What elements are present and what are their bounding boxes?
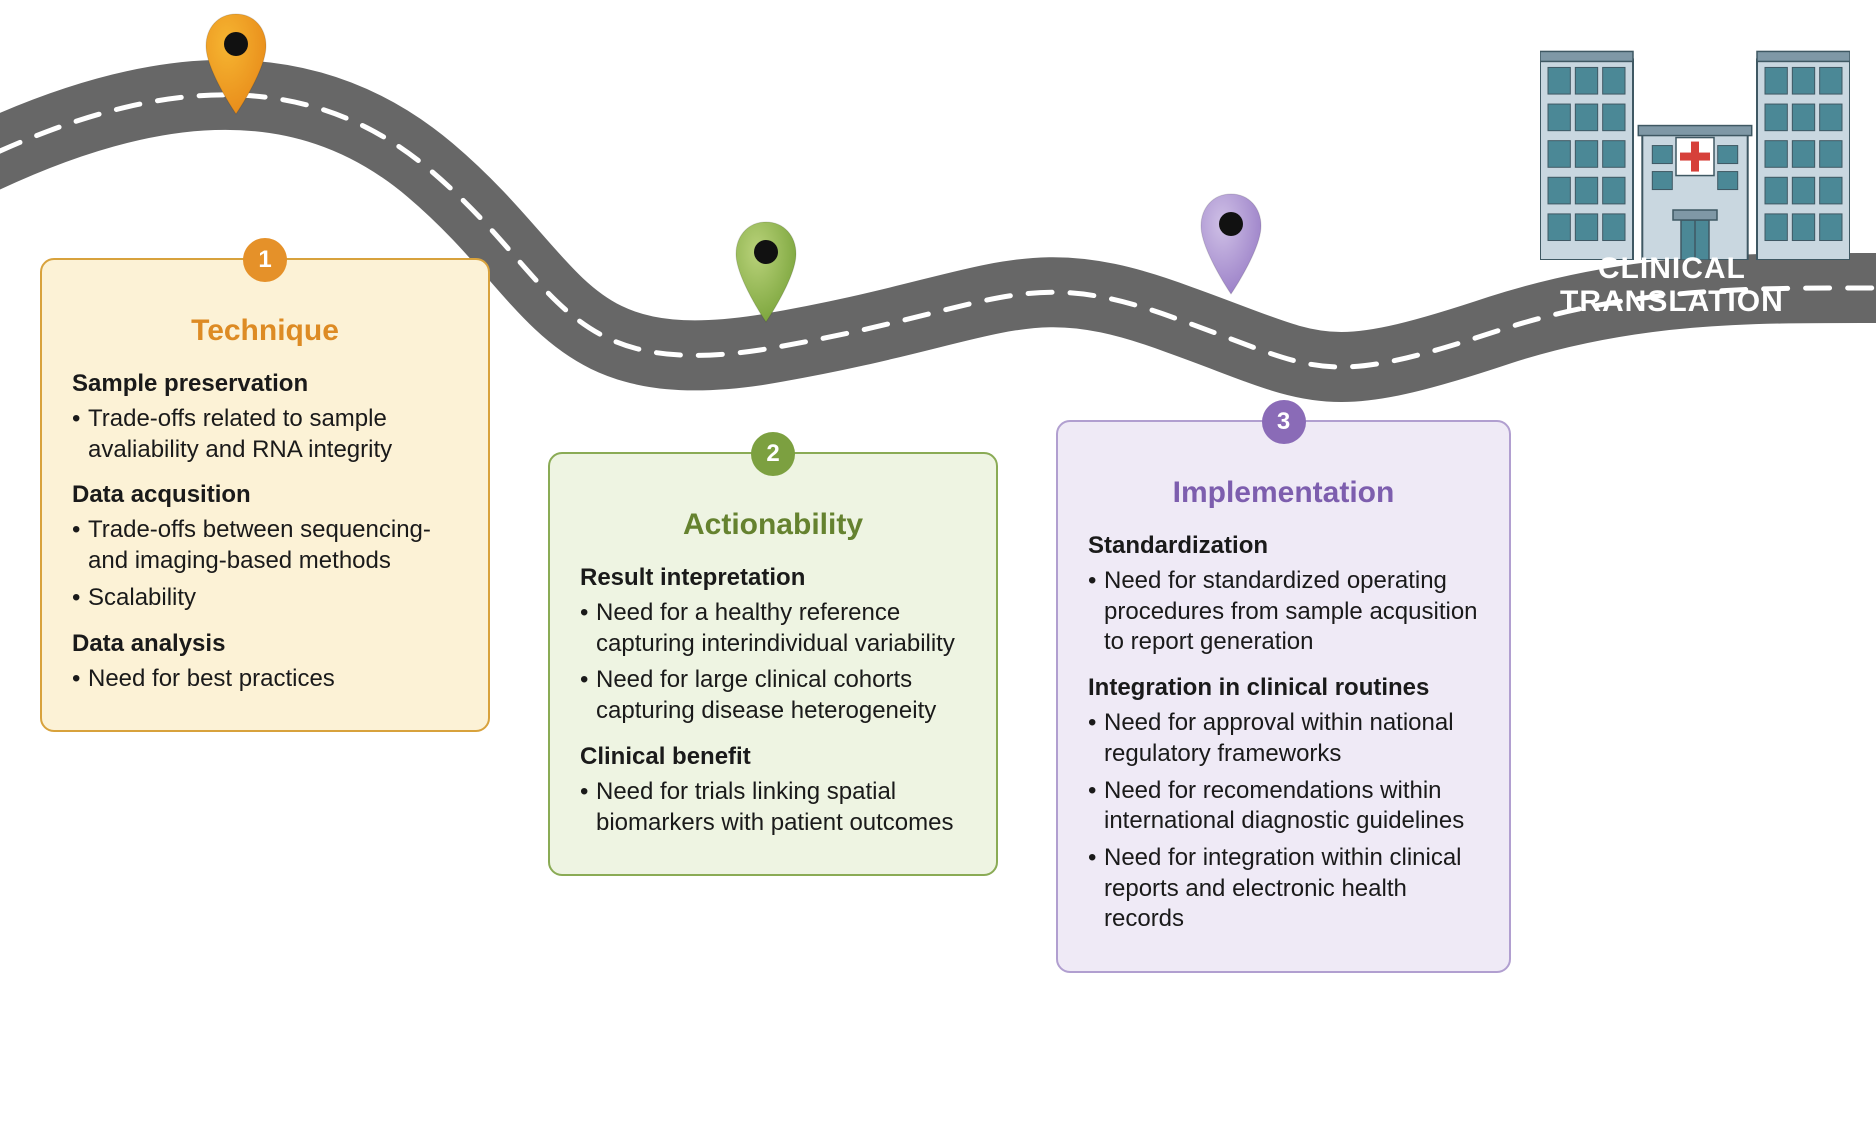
card-actionability-section-head: Result intepretation	[580, 564, 966, 592]
card-technique-section-list: Trade-offs related to sample avaliabilit…	[72, 404, 458, 465]
card-title-actionability: Actionability	[580, 508, 966, 542]
card-implementation-section-list: Need for standardized operating procedur…	[1088, 566, 1479, 658]
pin-technique	[200, 10, 272, 120]
list-item: Need for recomendations within internati…	[1088, 776, 1479, 837]
card-implementation: 3ImplementationStandardizationNeed for s…	[1056, 420, 1511, 973]
card-actionability-section-list: Need for trials linking spatial biomarke…	[580, 777, 966, 838]
pin-actionability	[730, 218, 802, 328]
card-technique-section-list: Need for best practices	[72, 664, 458, 695]
list-item: Need for integration within clinical rep…	[1088, 843, 1479, 935]
card-implementation-section-head: Standardization	[1088, 532, 1479, 560]
card-technique: 1TechniqueSample preservationTrade-offs …	[40, 258, 490, 732]
hospital-icon	[1540, 42, 1850, 260]
card-badge-actionability: 2	[751, 432, 795, 476]
card-badge-implementation: 3	[1262, 400, 1306, 444]
card-badge-technique: 1	[243, 238, 287, 282]
pin-implementation	[1195, 190, 1267, 300]
list-item: Need for trials linking spatial biomarke…	[580, 777, 966, 838]
card-actionability-section-head: Clinical benefit	[580, 743, 966, 771]
road-label-line2: TRANSLATION	[1560, 285, 1784, 318]
card-title-technique: Technique	[72, 314, 458, 348]
card-actionability: 2ActionabilityResult intepretationNeed f…	[548, 452, 998, 876]
card-technique-section-head: Sample preservation	[72, 370, 458, 398]
list-item: Trade-offs between sequencing- and imagi…	[72, 515, 458, 576]
list-item: Need for large clinical cohorts capturin…	[580, 665, 966, 726]
list-item: Need for best practices	[72, 664, 458, 695]
list-item: Need for a healthy reference capturing i…	[580, 598, 966, 659]
road-destination-label: CLINICAL TRANSLATION	[1560, 252, 1784, 318]
card-implementation-section-list: Need for approval within national regula…	[1088, 708, 1479, 935]
infographic-canvas: CLINICAL TRANSLATION	[0, 0, 1876, 1148]
list-item: Need for standardized operating procedur…	[1088, 566, 1479, 658]
card-technique-section-list: Trade-offs between sequencing- and imagi…	[72, 515, 458, 613]
card-technique-section-head: Data analysis	[72, 630, 458, 658]
road-label-line1: CLINICAL	[1560, 252, 1784, 285]
card-implementation-section-head: Integration in clinical routines	[1088, 674, 1479, 702]
list-item: Scalability	[72, 583, 458, 614]
card-actionability-section-list: Need for a healthy reference capturing i…	[580, 598, 966, 727]
list-item: Trade-offs related to sample avaliabilit…	[72, 404, 458, 465]
card-title-implementation: Implementation	[1088, 476, 1479, 510]
card-technique-section-head: Data acqusition	[72, 481, 458, 509]
list-item: Need for approval within national regula…	[1088, 708, 1479, 769]
